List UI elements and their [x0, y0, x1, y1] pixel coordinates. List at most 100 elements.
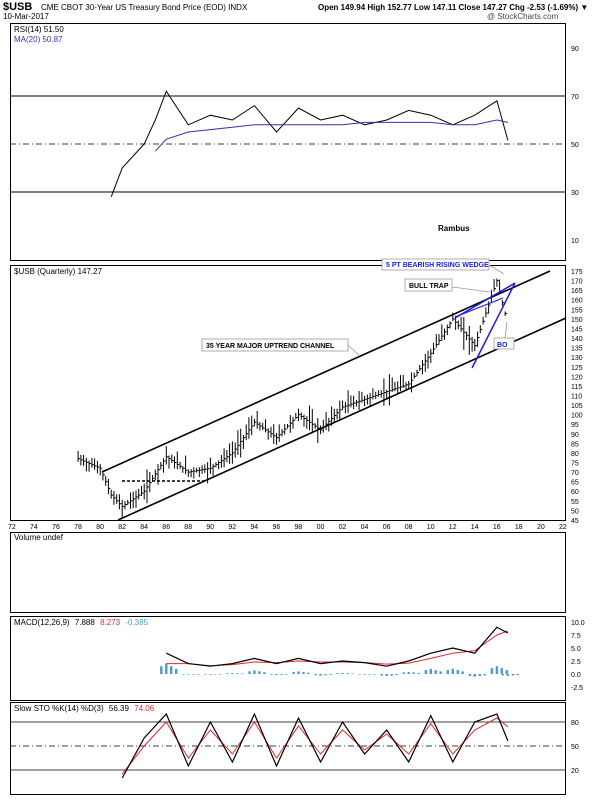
bo-text: BO — [497, 342, 508, 349]
macd-hist-bar — [297, 671, 300, 674]
price-tick-26: 45 — [571, 518, 579, 525]
macd-hist-bar — [468, 674, 472, 676]
chart-description: CME CBOT 30-Year US Treasury Bond Price … — [41, 3, 248, 12]
macd-hist-bar — [346, 673, 349, 674]
macd-hist-bar — [412, 672, 415, 674]
bo-box — [493, 337, 515, 350]
price-tick-labels: 175 170 165 160 155 150 145 140 135 130 125 120 115 1… — [571, 269, 583, 525]
x-label-0: 72 — [8, 524, 16, 531]
rsi-tick-3: 30 — [571, 190, 579, 197]
macd-hist-bar — [446, 670, 449, 674]
chart-date: 10-Mar-2017 — [3, 12, 49, 21]
x-label-11: 94 — [250, 524, 258, 531]
channel-callout-text: 35 YEAR MAJOR UPTREND CHANNEL — [206, 343, 335, 350]
wedge-callout-pointer — [488, 264, 505, 275]
channel-lower-line — [117, 317, 567, 521]
macd-hist-bar — [275, 674, 278, 675]
macd-hist-bar — [192, 674, 195, 675]
price-tick-6: 145 — [571, 326, 583, 333]
macd-hist-bar — [500, 668, 503, 674]
macd-hist-bar — [197, 674, 200, 675]
macd-hist-bar — [439, 671, 442, 674]
macd-hist-bar — [506, 674, 510, 676]
x-label-21: 14 — [471, 524, 479, 531]
macd-hist-bar — [341, 673, 344, 674]
sto-pane-frame — [10, 702, 566, 795]
x-label-5: 82 — [118, 524, 126, 531]
macd-tick-labels: 10.0 7.5 5.0 2.5 0.0 -2.5 — [571, 620, 585, 692]
macd-hist-bar — [214, 674, 217, 675]
rsi-line — [110, 90, 509, 197]
x-label-18: 08 — [405, 524, 413, 531]
macd-hist-bar — [285, 674, 288, 675]
sto-tick-labels: 80 50 20 — [571, 720, 579, 775]
price-tick-8: 135 — [571, 346, 583, 353]
macd-hist-bar — [505, 670, 508, 674]
macd-hist-bar — [324, 674, 327, 676]
x-label-8: 88 — [184, 524, 192, 531]
price-tick-2: 165 — [571, 288, 583, 295]
macd-hist-bar — [473, 674, 476, 677]
macd-hist-bar — [319, 674, 322, 676]
x-label-13: 98 — [295, 524, 303, 531]
rsi-tick-labels: 90 70 50 30 10 — [571, 46, 579, 245]
x-label-19: 10 — [427, 524, 435, 531]
price-tick-12: 115 — [571, 384, 582, 391]
macd-hist-bar — [385, 674, 388, 677]
x-label-23: 18 — [515, 524, 523, 531]
macd-hist-bar — [182, 674, 185, 675]
sto-pane: Slow STO %K(14) %D(3) 56.39 74.06 80 50 20 — [10, 704, 579, 779]
x-label-22: 16 — [493, 524, 501, 531]
rsi-pane-frame — [10, 23, 566, 261]
macd-hist-bar — [351, 673, 354, 675]
macd-tick-0: 10.0 — [571, 620, 585, 627]
price-pane: $USB (Quarterly) 147.27 1751701651601551… — [14, 258, 583, 525]
wedge-callout-text: 5 PT BEARISH RISING WEDGE — [386, 262, 489, 269]
macd-tick-5: -2.5 — [571, 685, 583, 692]
price-tick-16: 95 — [571, 422, 579, 429]
x-label-20: 12 — [449, 524, 457, 531]
price-bars — [77, 278, 508, 518]
macd-hist-bar — [258, 671, 261, 674]
wedge-upper-line — [454, 282, 516, 319]
x-label-2: 76 — [52, 524, 60, 531]
macd-hist-bar — [429, 668, 432, 674]
macd-hist-bar — [302, 672, 305, 674]
x-axis-labels: 72 74 76 78 80 82 84 86 88 90 92 94 96 98 00 02 04 06 08 10… — [8, 524, 567, 531]
price-tick-9: 130 — [571, 355, 583, 362]
x-label-15: 02 — [339, 524, 347, 531]
sto-k-line — [121, 712, 509, 779]
macd-tick-2: 5.0 — [571, 646, 581, 653]
chart-header: $USB CME CBOT 30-Year US Treasury Bond P… — [0, 0, 597, 22]
macd-tick-3: 2.5 — [571, 659, 581, 666]
price-tick-19: 80 — [571, 451, 579, 458]
pane-frames — [10, 23, 566, 795]
macd-hist-bar — [219, 674, 222, 675]
price-pane-frame — [10, 265, 566, 521]
price-tick-3: 160 — [571, 298, 583, 305]
macd-value: 7.888 — [75, 618, 96, 627]
x-label-12: 96 — [273, 524, 281, 531]
macd-hist-bar — [175, 668, 178, 674]
volume-title: Volume undef — [14, 533, 64, 542]
rsi-pane: RSI(14) 51.50 MA(20) 50.87 90 70 50 30 10 Ra… — [10, 25, 579, 245]
macd-title: MACD(12,26,9) — [14, 618, 70, 627]
price-tick-5: 150 — [571, 317, 583, 324]
ohlc-readout: Open 149.94 High 152.77 Low 147.11 Close… — [318, 3, 589, 12]
macd-hist-bar — [451, 668, 454, 674]
macd-hist-bar — [363, 674, 366, 675]
x-label-4: 80 — [96, 524, 104, 531]
price-tick-1: 170 — [571, 279, 583, 286]
macd-hist-bar — [187, 674, 190, 675]
macd-hist-bar — [373, 674, 376, 675]
price-tick-20: 75 — [571, 461, 579, 468]
x-label-3: 78 — [74, 524, 82, 531]
x-label-17: 06 — [383, 524, 391, 531]
macd-hist-bar — [236, 673, 239, 674]
price-tick-17: 90 — [571, 432, 579, 439]
sto-title: Slow STO %K(14) %D(3) — [14, 704, 104, 713]
macd-hist-bar — [314, 674, 317, 676]
author-label: Rambus — [438, 224, 470, 233]
rsi-ma-line — [154, 119, 509, 152]
macd-hist-bar — [209, 674, 212, 675]
